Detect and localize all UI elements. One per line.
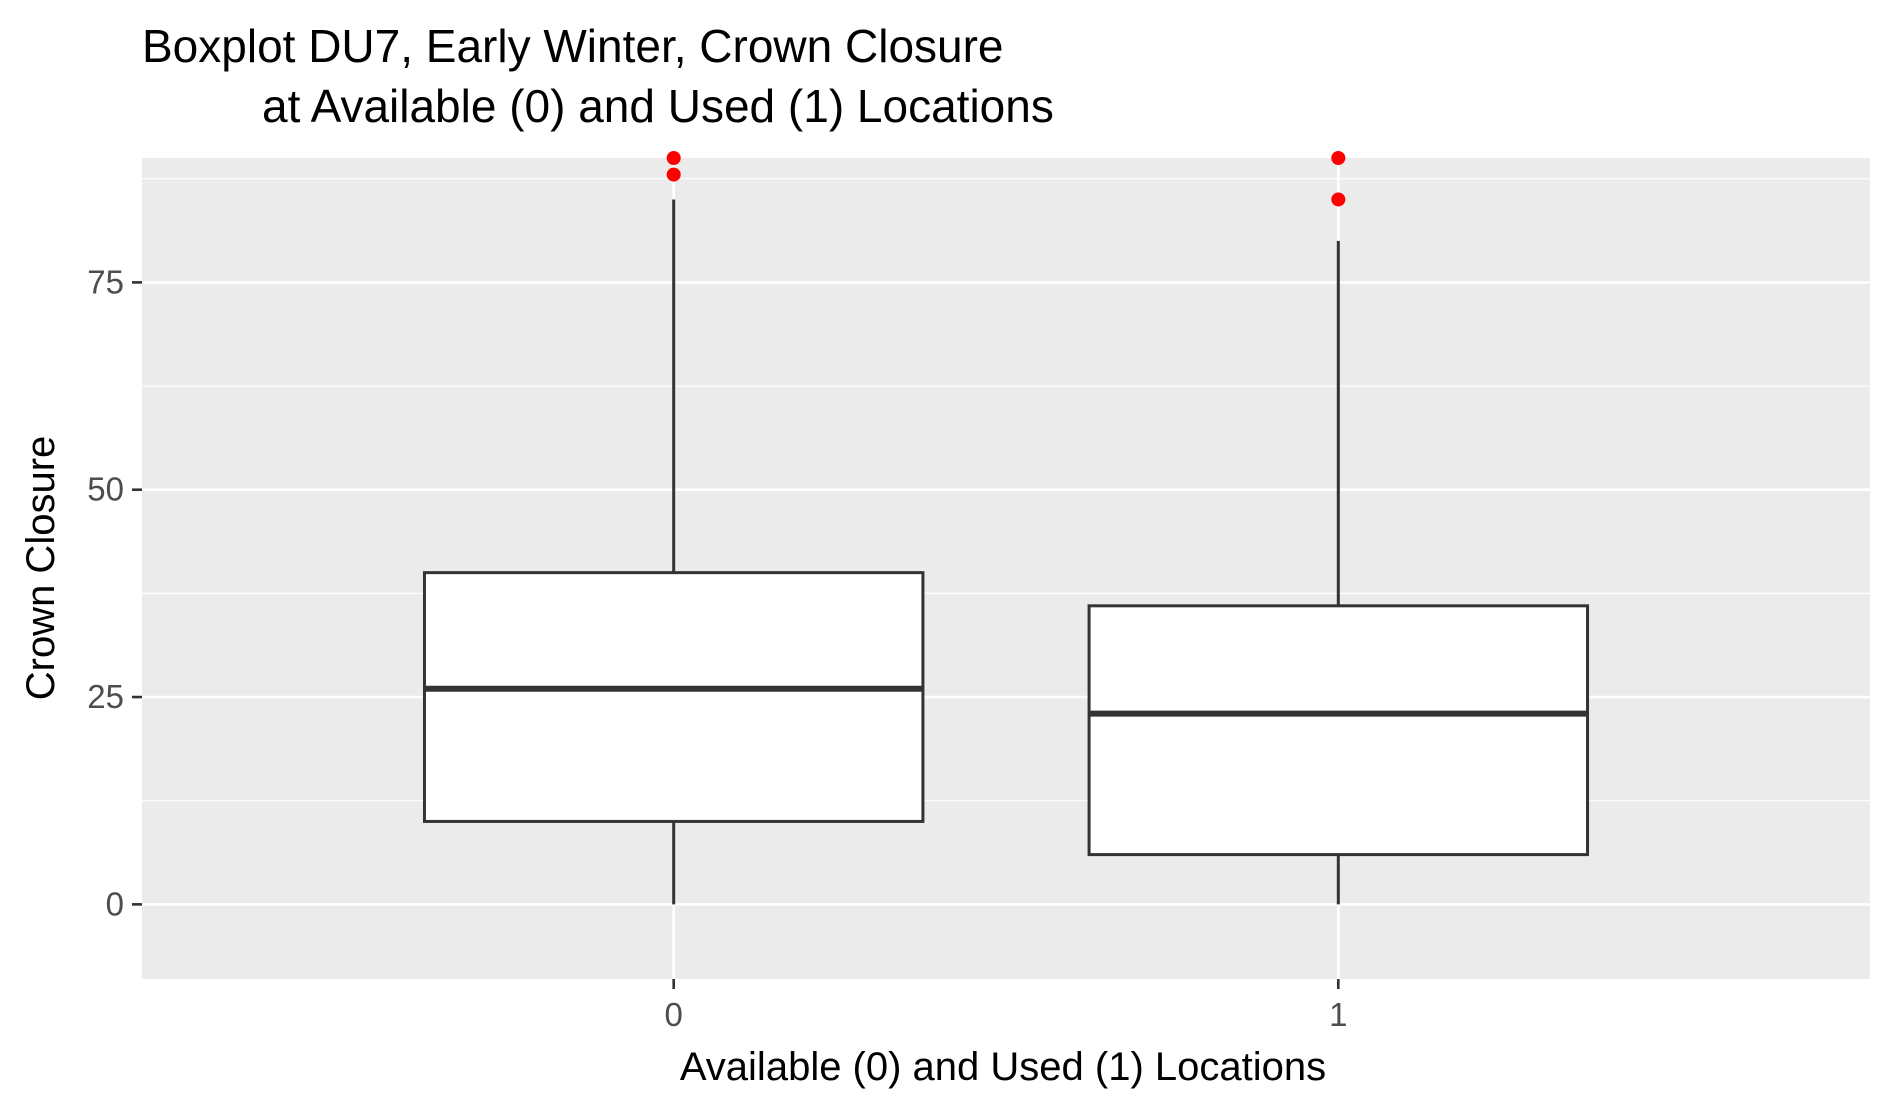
x-tick-label: 1 [1329, 996, 1347, 1033]
y-tick-label: 25 [87, 678, 124, 715]
outlier-point [1331, 192, 1346, 207]
box-iqr [1087, 604, 1590, 857]
y-tick-label: 50 [87, 471, 124, 508]
x-tick-label: 0 [665, 996, 683, 1033]
outlier-point [666, 151, 681, 165]
y-tick-label: 75 [87, 263, 124, 300]
x-axis-title: Available (0) and Used (1) Locations [680, 1045, 1326, 1089]
axes: 0 25 50 75 0 1 [87, 263, 1347, 1033]
box-1 [1087, 151, 1590, 905]
outlier-point [666, 167, 681, 182]
boxes [422, 151, 1590, 905]
box-iqr [422, 571, 925, 823]
outlier-point [1331, 151, 1346, 165]
y-tick-label: 0 [106, 885, 124, 922]
y-axis-title: Crown Closure [19, 436, 63, 701]
chart-title-line-1: Boxplot DU7, Early Winter, Crown Closure [142, 20, 1004, 72]
chart-title-line-2: at Available (0) and Used (1) Locations [262, 80, 1054, 132]
box-0 [422, 151, 925, 905]
